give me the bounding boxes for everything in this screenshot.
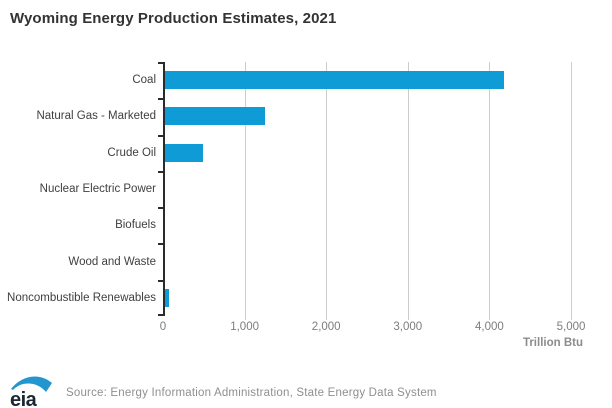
chart-title: Wyoming Energy Production Estimates, 202… (10, 10, 337, 27)
category-label: Natural Gas - Marketed (36, 110, 156, 123)
y-axis-tick (158, 207, 163, 210)
gridline (489, 62, 491, 320)
x-tick-label: 5,000 (556, 321, 586, 333)
x-axis-title: Trillion Btu (522, 337, 583, 349)
chart-row: Coal (0, 62, 612, 99)
gridline (326, 62, 328, 320)
bar-coal (165, 71, 505, 90)
x-tick-label: 4,000 (475, 321, 504, 333)
bar-track (163, 279, 571, 317)
eia-logo-text: eia (10, 389, 38, 408)
bar-track (163, 134, 571, 171)
bar-chart: Coal Natural Gas - Marketed Crude Oil Nucle… (0, 62, 612, 320)
y-axis-tick (158, 170, 163, 173)
bar-track (163, 243, 571, 280)
chart-rows: Coal Natural Gas - Marketed Crude Oil Nucle… (0, 62, 612, 317)
category-label: Crude Oil (107, 146, 156, 159)
bar-track (163, 98, 571, 135)
x-tick-label: 3,000 (393, 321, 423, 333)
chart-row: Crude Oil (0, 134, 612, 171)
chart-row: Nuclear Electric Power (0, 170, 612, 208)
eia-logo: eia (10, 376, 52, 408)
category-label: Biofuels (115, 219, 156, 232)
category-label: Wood and Waste (68, 255, 156, 268)
bar-crude-oil (165, 143, 204, 162)
gridline (407, 62, 409, 320)
y-axis-tick (158, 98, 163, 101)
category-label: Noncombustible Renewables (7, 291, 156, 304)
chart-row: Wood and Waste (0, 243, 612, 280)
bar-noncombustible-renewables (165, 288, 169, 307)
bar-track (163, 207, 571, 244)
chart-page: Wyoming Energy Production Estimates, 202… (0, 10, 612, 408)
chart-row: Noncombustible Renewables (0, 279, 612, 317)
gridline (571, 62, 572, 320)
bar-natural-gas-marketed (165, 107, 265, 126)
x-tick-label: 1,000 (230, 321, 259, 333)
y-axis-tick (158, 279, 163, 282)
x-tick-label: 2,000 (311, 321, 341, 333)
y-axis-tick (158, 62, 163, 64)
source-text: Source: Energy Information Administratio… (66, 386, 437, 399)
y-axis-tick (158, 134, 163, 137)
chart-row: Biofuels (0, 207, 612, 244)
chart-row: Natural Gas - Marketed (0, 98, 612, 135)
category-label: Coal (132, 74, 156, 87)
y-axis-tick (158, 243, 163, 246)
plot-area (158, 62, 572, 320)
bar-track (163, 62, 571, 99)
footer: eia Source: Energy Information Administr… (9, 374, 437, 408)
y-axis-tick (158, 314, 163, 316)
x-axis-ticks: 0 1,000 2,000 3,000 4,000 5,000 (159, 321, 586, 334)
eia-logo-swoosh-icon (11, 376, 52, 392)
gridline (244, 62, 246, 320)
bar-track (163, 170, 571, 208)
category-label: Nuclear Electric Power (39, 183, 156, 196)
x-tick-label: 0 (159, 321, 167, 333)
